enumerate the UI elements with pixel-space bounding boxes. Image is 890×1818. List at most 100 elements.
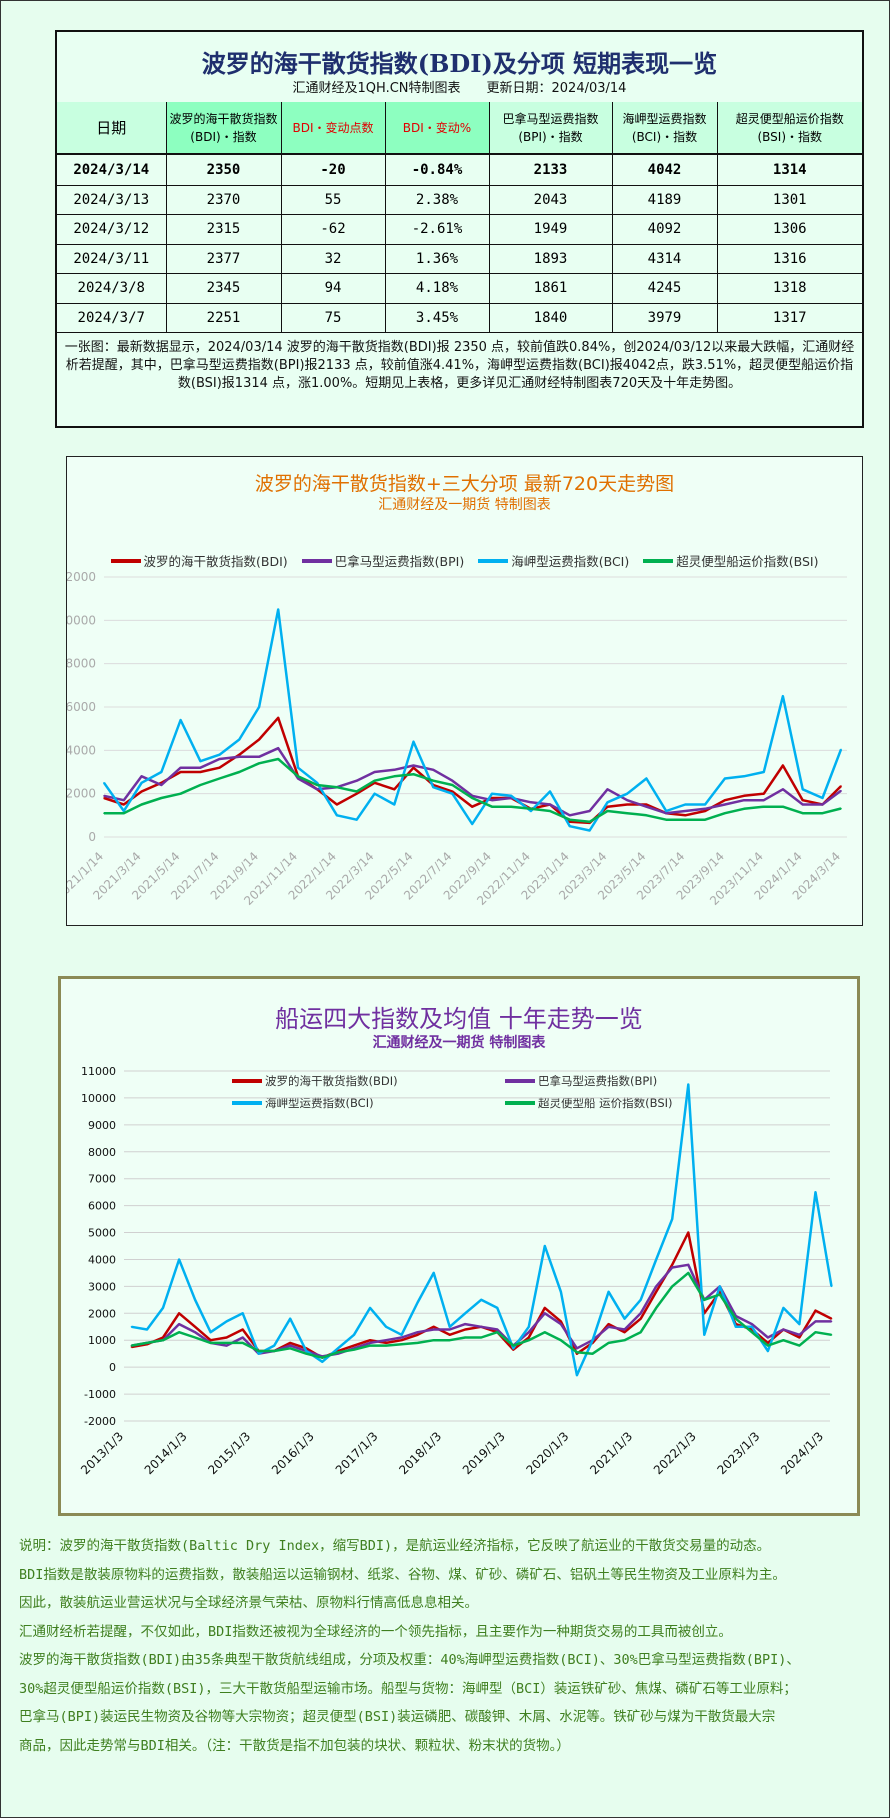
y-tick-label: 9000 xyxy=(88,1119,116,1132)
table-row: 2024/3/12 2315 -62 -2.61% 1949 4092 1306 xyxy=(57,214,862,245)
legend-swatch xyxy=(232,1101,262,1105)
data-point xyxy=(655,1307,657,1309)
data-point xyxy=(626,803,629,806)
data-point xyxy=(821,812,824,814)
data-point xyxy=(305,1352,308,1355)
data-point xyxy=(277,717,279,719)
data-point xyxy=(491,792,493,795)
y-tick-label: 5000 xyxy=(88,1227,116,1240)
data-point xyxy=(316,788,318,791)
data-point xyxy=(393,775,396,778)
x-tick-label: 2016/1/3 xyxy=(269,1429,317,1477)
data-point xyxy=(238,771,241,773)
data-point xyxy=(687,1231,690,1234)
data-point xyxy=(393,788,396,791)
legend-swatch xyxy=(478,558,509,563)
legend-label: 巴拿马型运费指数(BPI) xyxy=(538,1074,658,1088)
data-point xyxy=(743,799,745,801)
data-point xyxy=(782,805,784,808)
legend-label: 巴拿马型运费指数(BPI) xyxy=(334,554,465,569)
y-tick-label: 10000 xyxy=(81,1092,116,1105)
legend-item: 巴拿马型运费指数(BPI) xyxy=(505,1073,657,1089)
description-line: 汇通财经析若提醒，不仅如此，BDI指数还被视为全球经济的一个领先指标，且主要作为… xyxy=(19,1623,732,1640)
data-point xyxy=(209,1331,212,1333)
legend-label: 海岬型运费指数(BCI) xyxy=(511,554,630,569)
data-point xyxy=(491,797,493,799)
data-point xyxy=(321,1356,324,1359)
data-point xyxy=(591,1352,594,1355)
table-cell: 75 xyxy=(280,303,385,333)
data-point xyxy=(684,803,687,806)
data-point xyxy=(645,805,648,808)
data-point xyxy=(671,1264,674,1266)
data-point xyxy=(355,792,358,795)
col-header-bdi-change: BDI・变动点数 xyxy=(280,102,385,155)
data-point xyxy=(238,738,241,741)
table-cell: -62 xyxy=(280,214,385,245)
table-cell: 3.45% xyxy=(384,303,489,333)
y-tick-label: 2000 xyxy=(88,1307,116,1320)
y-tick-label: -1000 xyxy=(84,1388,116,1401)
legend-item: 超灵便型船运价指数(BSI) xyxy=(643,551,818,570)
data-point xyxy=(277,608,279,611)
data-point xyxy=(373,792,376,795)
y-tick-label: 10000 xyxy=(67,613,96,627)
data-point xyxy=(316,782,318,784)
data-point xyxy=(606,788,609,791)
table-cell: 2251 xyxy=(165,303,281,333)
data-point xyxy=(373,771,376,773)
data-point xyxy=(743,775,745,778)
data-point xyxy=(103,812,105,814)
data-point xyxy=(241,1336,244,1339)
data-point xyxy=(146,1328,148,1331)
data-point xyxy=(821,797,824,799)
data-point xyxy=(639,1331,642,1333)
data-point xyxy=(199,784,202,786)
legend-item: 超灵便型船 运价指数(BSI) xyxy=(505,1095,673,1111)
description-line: 说明：波罗的海干散货指数(Baltic Dry Index，缩写BDI)，是航运… xyxy=(19,1538,771,1554)
y-tick-label: 7000 xyxy=(88,1173,116,1186)
table-cell: 2.38% xyxy=(384,185,489,215)
x-tick-label: 2017/1/3 xyxy=(333,1429,381,1477)
data-point xyxy=(606,801,609,804)
data-point xyxy=(451,784,454,786)
data-point xyxy=(160,797,163,799)
data-point xyxy=(451,790,454,793)
chart1-title: 波罗的海干散货指数+三大分项 最新720天走势图 xyxy=(254,473,675,495)
data-point xyxy=(830,1317,833,1320)
table-cell: 1318 xyxy=(716,273,862,304)
data-point xyxy=(400,1339,403,1342)
data-point xyxy=(416,1301,419,1304)
description-line: 波罗的海干散货指数(BDI)由35条典型干散货航线组成，分项及权重：40%海岬型… xyxy=(19,1652,800,1668)
x-tick-label: 2022/1/3 xyxy=(651,1429,699,1477)
col-header-bdi-change-pct: BDI・变动% xyxy=(384,102,489,155)
data-point xyxy=(762,805,765,808)
legend-swatch xyxy=(301,558,332,563)
data-point xyxy=(432,779,435,782)
data-point xyxy=(840,807,842,810)
data-point xyxy=(451,779,454,782)
data-point xyxy=(178,1258,180,1261)
data-point xyxy=(448,1339,451,1342)
data-point xyxy=(782,695,784,697)
data-point xyxy=(491,799,493,801)
data-point xyxy=(238,753,241,756)
table-cell: 1840 xyxy=(488,303,612,333)
data-point xyxy=(830,1320,833,1323)
x-tick-label: 2013/1/3 xyxy=(78,1429,126,1477)
data-point xyxy=(289,1344,292,1347)
data-point xyxy=(353,1348,355,1351)
data-point xyxy=(665,812,667,814)
data-point xyxy=(639,1299,642,1301)
data-point xyxy=(373,782,376,784)
data-point xyxy=(496,1307,499,1309)
x-tick-label: 2018/1/3 xyxy=(396,1429,444,1477)
data-point xyxy=(451,792,454,795)
data-point xyxy=(626,792,629,795)
table-cell: 4314 xyxy=(611,244,717,274)
data-point xyxy=(146,1342,148,1344)
legend-label: 超灵便型船运价指数(BSI) xyxy=(676,554,819,569)
data-point xyxy=(623,1317,626,1320)
data-point xyxy=(194,1299,196,1301)
data-point xyxy=(762,792,765,795)
